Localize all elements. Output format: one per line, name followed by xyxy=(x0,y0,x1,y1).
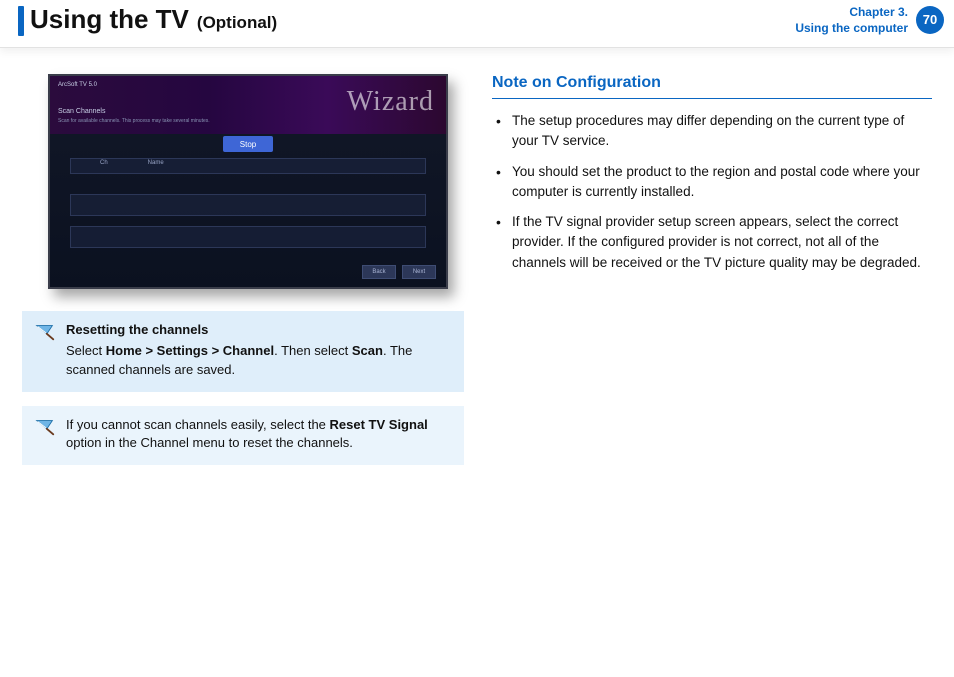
heading-accent-bar xyxy=(18,6,24,36)
note-body: Select Home > Settings > Channel. Then s… xyxy=(66,342,450,380)
tv-brand-label: ArcSoft TV 5.0 xyxy=(58,82,97,88)
note-path: Home > Settings > Channel xyxy=(106,343,274,358)
note-reset-tv-signal: If you cannot scan channels easily, sele… xyxy=(22,406,464,466)
right-column: Note on Configuration The setup procedur… xyxy=(492,74,932,465)
list-item: If the TV signal provider setup screen a… xyxy=(492,212,932,273)
tv-wizard-label: Wizard xyxy=(347,86,434,118)
chapter-line1: Chapter 3. xyxy=(795,4,908,20)
tv-wizard-screenshot: ArcSoft TV 5.0 Wizard Scan Channels Scan… xyxy=(48,74,448,289)
left-column: ArcSoft TV 5.0 Wizard Scan Channels Scan… xyxy=(22,74,464,465)
note-text: . Then select xyxy=(274,343,352,358)
chapter-info: Chapter 3. Using the computer 70 xyxy=(795,4,944,36)
page: Using the TV (Optional) Chapter 3. Using… xyxy=(0,0,954,677)
page-header: Using the TV (Optional) Chapter 3. Using… xyxy=(0,0,954,48)
page-title: Using the TV (Optional) xyxy=(30,0,277,35)
content-columns: ArcSoft TV 5.0 Wizard Scan Channels Scan… xyxy=(0,48,954,465)
page-title-main: Using the TV xyxy=(30,4,189,35)
tv-nav-buttons: Back Next xyxy=(362,265,436,279)
note-text: option in the Channel menu to reset the … xyxy=(66,435,353,450)
tv-col-name: Name xyxy=(148,160,164,166)
tv-list-row xyxy=(70,194,426,216)
page-title-sub: (Optional) xyxy=(197,13,277,33)
section-title: Note on Configuration xyxy=(492,74,932,92)
chapter-line2: Using the computer xyxy=(795,20,908,36)
note-bold: Reset TV Signal xyxy=(330,417,428,432)
tv-back-button[interactable]: Back xyxy=(362,265,396,279)
config-notes-list: The setup procedures may differ dependin… xyxy=(492,111,932,273)
list-item: You should set the product to the region… xyxy=(492,162,932,203)
tv-next-button[interactable]: Next xyxy=(402,265,436,279)
note-path: Scan xyxy=(352,343,383,358)
tv-header-area: ArcSoft TV 5.0 Wizard Scan Channels Scan… xyxy=(50,76,446,134)
tv-column-headers: Ch Name xyxy=(100,160,164,166)
chapter-text: Chapter 3. Using the computer xyxy=(795,4,908,36)
tv-scan-title: Scan Channels xyxy=(58,108,105,115)
tv-body-area: Stop Ch Name Back Next xyxy=(50,134,446,287)
list-item: The setup procedures may differ dependin… xyxy=(492,111,932,152)
page-number-badge: 70 xyxy=(916,6,944,34)
tv-scan-subtitle: Scan for available channels. This proces… xyxy=(58,118,210,124)
tv-stop-button[interactable]: Stop xyxy=(223,136,273,152)
note-title: Resetting the channels xyxy=(66,321,450,340)
note-icon xyxy=(34,416,56,438)
tv-col-ch: Ch xyxy=(100,160,108,166)
note-icon xyxy=(34,321,56,343)
note-text: Select xyxy=(66,343,106,358)
note-text: If you cannot scan channels easily, sele… xyxy=(66,417,330,432)
section-rule xyxy=(492,98,932,99)
note-resetting-channels: Resetting the channels Select Home > Set… xyxy=(22,311,464,392)
tv-list-row xyxy=(70,226,426,248)
note-body: If you cannot scan channels easily, sele… xyxy=(66,416,450,454)
